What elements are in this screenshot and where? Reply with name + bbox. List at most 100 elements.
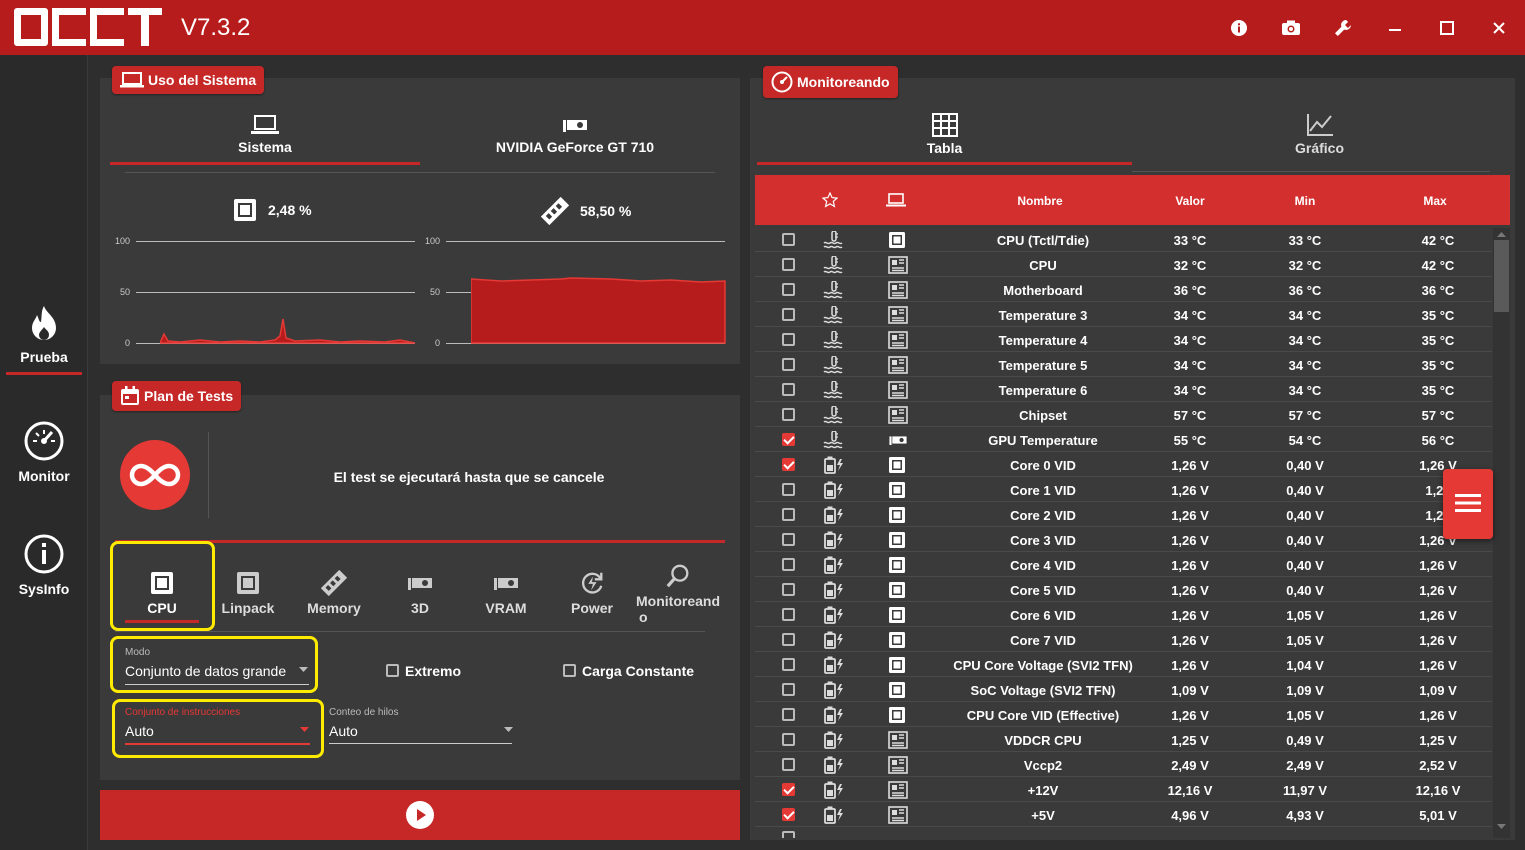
table-row[interactable]: +5V 4,96 V 4,93 V 5,01 V — [755, 802, 1492, 827]
test-3d[interactable]: 3D — [377, 570, 463, 616]
table-row[interactable]: Core 4 VID 1,26 V 0,40 V 1,26 V — [755, 552, 1492, 577]
chevron-down-icon[interactable] — [300, 727, 309, 733]
table-row[interactable]: CPU Core Voltage (SVI2 TFN) 1,26 V 1,04 V 1… — [755, 652, 1492, 677]
table-row[interactable]: VDDCR CPU 1,25 V 0,49 V 1,25 V — [755, 727, 1492, 752]
laptop-icon[interactable] — [886, 193, 906, 208]
test-vram[interactable]: VRAM — [463, 570, 549, 616]
extreme-checkbox[interactable] — [386, 664, 399, 677]
row-checkbox[interactable] — [782, 508, 795, 521]
test-monitoring[interactable]: Monitoreand o — [635, 563, 721, 625]
monitoring-tag: Monitoreando — [763, 66, 898, 98]
row-checkbox[interactable] — [782, 733, 795, 746]
table-row[interactable]: Temperature 4 34 °C 34 °C 35 °C — [755, 327, 1492, 352]
motherboard-icon — [888, 731, 908, 754]
chevron-down-icon[interactable] — [504, 727, 513, 733]
test-cpu[interactable]: CPU — [119, 570, 205, 616]
mode-select[interactable]: Conjunto de datos grande — [125, 663, 287, 679]
table-row[interactable]: Temperature 3 34 °C 34 °C 35 °C — [755, 302, 1492, 327]
wrench-icon[interactable] — [1330, 15, 1356, 41]
table-scrollbar[interactable] — [1493, 228, 1510, 838]
table-row[interactable]: Vccp2 2,49 V 2,49 V 2,52 V — [755, 752, 1492, 777]
thread-count-select[interactable]: Auto — [329, 723, 358, 739]
row-checkbox[interactable] — [782, 283, 795, 296]
start-test-button[interactable] — [100, 790, 740, 840]
table-row[interactable]: Motherboard 36 °C 36 °C 36 °C — [755, 277, 1492, 302]
table-scrollbar-thumb[interactable] — [1494, 240, 1509, 312]
row-checkbox[interactable] — [782, 708, 795, 721]
table-row[interactable]: GPU Temperature 55 °C 54 °C 56 °C — [755, 427, 1492, 452]
sensor-min: 0,40 V — [1286, 558, 1324, 573]
row-checkbox[interactable] — [782, 458, 795, 471]
row-checkbox[interactable] — [782, 483, 795, 496]
constant-load-checkbox[interactable] — [563, 664, 576, 677]
row-checkbox[interactable] — [782, 433, 795, 446]
table-row[interactable]: Core 7 VID 1,26 V 1,05 V 1,26 V — [755, 627, 1492, 652]
table-row[interactable]: Core 2 VID 1,26 V 0,40 V 1,26 — [755, 502, 1492, 527]
voltage-icon — [823, 631, 845, 654]
table-row[interactable]: Core 3 VID 1,26 V 0,40 V 1,26 V — [755, 527, 1492, 552]
row-checkbox[interactable] — [782, 533, 795, 546]
scroll-down-icon[interactable] — [1497, 824, 1506, 830]
table-row[interactable]: Core 1 VID 1,26 V 0,40 V 1,26 — [755, 477, 1492, 502]
table-row[interactable]: Core 0 VID 1,26 V 0,40 V 1,26 V — [755, 452, 1492, 477]
tab-grafico[interactable]: Gráfico — [1132, 113, 1507, 156]
instruction-set-select[interactable]: Auto — [125, 723, 154, 739]
table-row[interactable]: CPU 32 °C 32 °C 42 °C — [755, 252, 1492, 277]
star-icon[interactable] — [822, 192, 838, 208]
row-checkbox[interactable] — [782, 383, 795, 396]
voltage-icon — [823, 456, 845, 479]
row-checkbox[interactable] — [782, 633, 795, 646]
row-checkbox[interactable] — [782, 408, 795, 421]
table-row[interactable]: Chipset 57 °C 57 °C 57 °C — [755, 402, 1492, 427]
row-checkbox[interactable] — [782, 258, 795, 271]
test-memory[interactable]: Memory — [291, 570, 377, 616]
column-min[interactable]: Min — [1294, 194, 1316, 208]
row-checkbox[interactable] — [782, 583, 795, 596]
row-checkbox[interactable] — [782, 808, 795, 821]
column-max[interactable]: Max — [1423, 194, 1447, 208]
table-row[interactable]: SoC Voltage (SVI2 TFN) 1,09 V 1,09 V 1,09 V — [755, 677, 1492, 702]
chevron-down-icon[interactable] — [299, 667, 308, 673]
table-row[interactable]: CPU Core VID (Effective) 1,26 V 1,05 V 1,26… — [755, 702, 1492, 727]
row-checkbox[interactable] — [782, 683, 795, 696]
table-row[interactable]: Core 5 VID 1,26 V 0,40 V 1,26 V — [755, 577, 1492, 602]
calendar-icon — [121, 386, 139, 405]
test-linpack[interactable]: Linpack — [205, 570, 291, 616]
row-checkbox[interactable] — [782, 558, 795, 571]
close-icon[interactable] — [1486, 15, 1512, 41]
camera-icon[interactable] — [1278, 15, 1304, 41]
column-valor[interactable]: Valor — [1175, 194, 1205, 208]
test-power[interactable]: Power — [549, 570, 635, 616]
voltage-icon — [823, 606, 845, 629]
row-checkbox[interactable] — [782, 233, 795, 246]
info-icon[interactable] — [1226, 15, 1252, 41]
table-row[interactable]: CPU (Tctl/Tdie) 33 °C 33 °C 42 °C — [755, 227, 1492, 252]
row-checkbox[interactable] — [782, 333, 795, 346]
row-checkbox[interactable] — [782, 608, 795, 621]
column-nombre[interactable]: Nombre — [1017, 194, 1063, 208]
table-row[interactable]: Temperature 6 34 °C 34 °C 35 °C — [755, 377, 1492, 402]
row-checkbox[interactable] — [782, 358, 795, 371]
row-checkbox[interactable] — [782, 783, 795, 796]
row-checkbox[interactable] — [782, 308, 795, 321]
minimize-icon[interactable] — [1382, 15, 1408, 41]
temperature-icon — [823, 405, 845, 429]
scroll-up-icon[interactable] — [1497, 231, 1506, 237]
row-checkbox[interactable] — [782, 658, 795, 671]
table-row[interactable]: Temperature 5 34 °C 34 °C 35 °C — [755, 352, 1492, 377]
row-checkbox[interactable] — [782, 758, 795, 771]
sidebar-item-sysinfo[interactable]: SysInfo — [0, 533, 88, 597]
tab-sistema[interactable]: Sistema — [110, 114, 420, 155]
table-row[interactable]: +12V 12,16 V 11,97 V 12,16 V — [755, 777, 1492, 802]
sidebar-item-monitor[interactable]: Monitor — [0, 420, 88, 484]
motherboard-icon — [888, 406, 908, 429]
tab-gpu[interactable]: NVIDIA GeForce GT 710 — [420, 114, 730, 155]
tab-tabla[interactable]: Tabla — [757, 113, 1132, 156]
gauge-icon — [771, 71, 793, 93]
extreme-label: Extremo — [405, 663, 462, 679]
table-row[interactable]: Core 6 VID 1,26 V 1,05 V 1,26 V — [755, 602, 1492, 627]
maximize-icon[interactable] — [1434, 15, 1460, 41]
menu-button[interactable] — [1443, 469, 1493, 539]
test-power-label: Power — [570, 600, 613, 616]
sidebar-item-prueba[interactable]: Prueba — [0, 305, 88, 375]
